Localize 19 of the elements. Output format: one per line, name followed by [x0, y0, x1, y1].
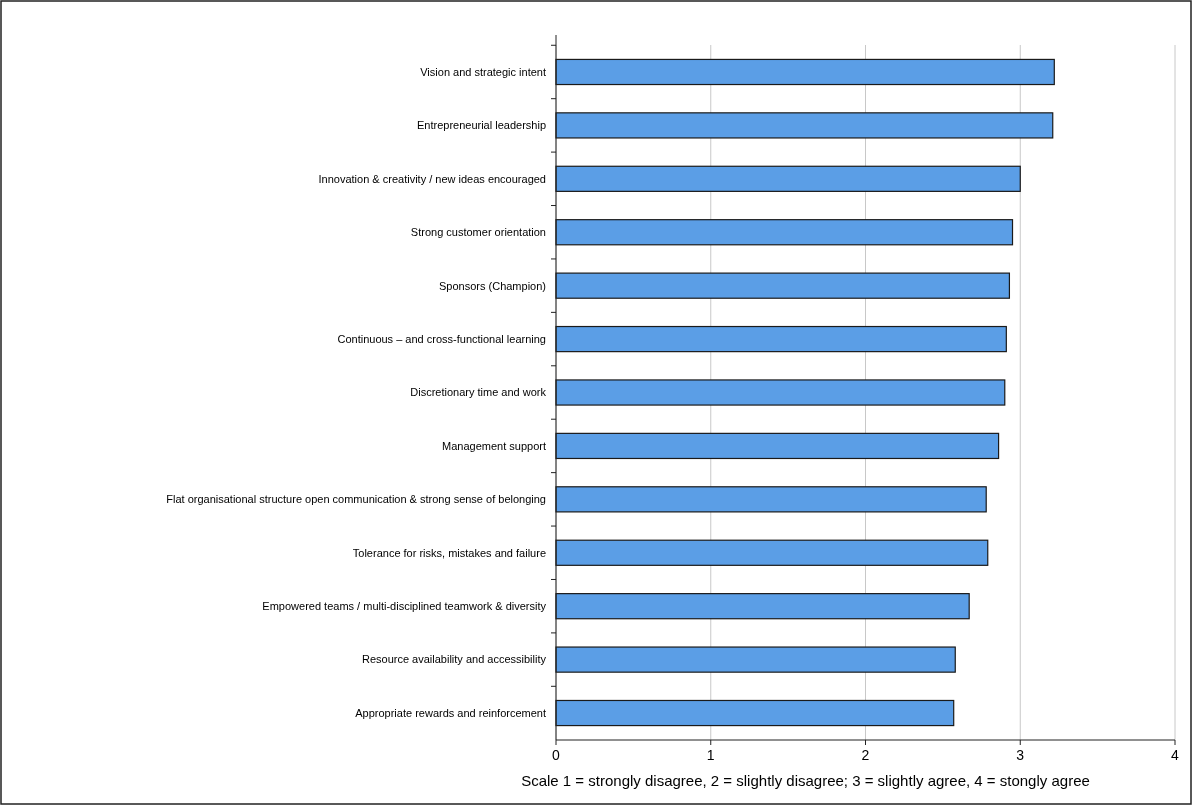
y-tick-label: Empowered teams / multi-disciplined teamwork & diversity [262, 600, 547, 613]
y-tick-label: Flat organisational structure open communication & strong sense of belonging [166, 493, 546, 506]
y-tick-label: Sponsors (Champion) [439, 279, 546, 292]
y-tick-label: Continuous – and cross-functional learning [337, 332, 546, 345]
y-tick-label: Appropriate rewards and reinforcement [355, 706, 546, 719]
x-tick-label: 3 [1016, 747, 1025, 763]
y-tick-label: Strong customer orientation [410, 226, 546, 239]
y-tick-label: Discretionary time and work [410, 386, 547, 399]
y-tick-label: Resource availability and accessibility [361, 653, 547, 666]
x-tick-label: 2 [861, 747, 870, 763]
x-tick-label: 4 [1171, 747, 1180, 763]
y-tick-label: Vision and strategic intent [420, 65, 546, 78]
y-tick-label: Innovation & creativity / new ideas encouraged [318, 172, 546, 185]
y-tick-label: Tolerance for risks, mistakes and failure [352, 546, 546, 559]
y-tick-label: Management support [442, 439, 546, 452]
x-tick-label: 1 [706, 747, 715, 763]
y-tick-label: Entrepreneurial leadership [416, 119, 546, 132]
text: Scale 1 = strongly disagree, 2 = slightly disagree; 3 = slightly agree, 4 = stongly agree [521, 772, 1090, 789]
x-tick-label: 0 [552, 747, 561, 763]
